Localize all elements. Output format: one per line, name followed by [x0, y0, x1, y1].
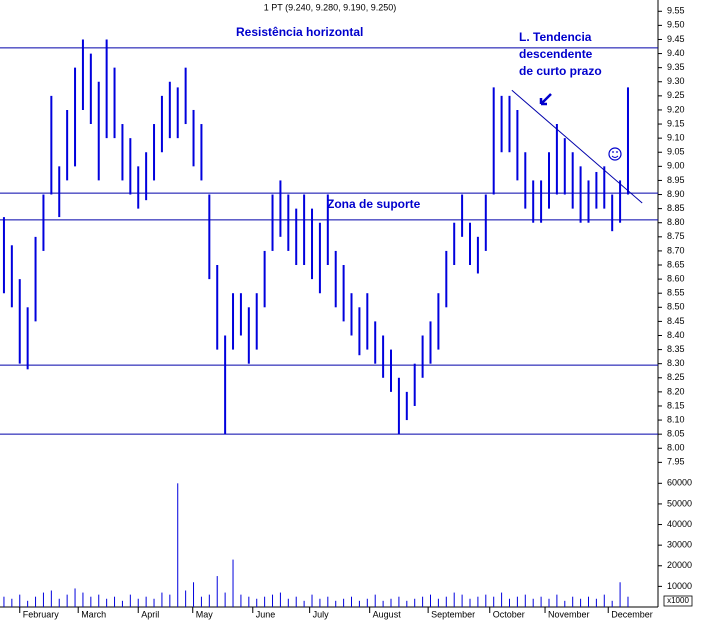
- volume-tick-label: 30000: [667, 540, 692, 550]
- y-tick-label: 8.50: [667, 302, 685, 312]
- smiley: [608, 147, 622, 161]
- y-tick-label: 8.10: [667, 414, 685, 424]
- y-tick-label: 9.35: [667, 62, 685, 72]
- x-tick-label: November: [548, 609, 590, 619]
- y-tick-label: 7.95: [667, 457, 685, 467]
- y-tick-label: 8.45: [667, 316, 685, 326]
- y-tick-label: 8.40: [667, 330, 685, 340]
- y-tick-label: 8.80: [667, 217, 685, 227]
- y-tick-label: 9.45: [667, 34, 685, 44]
- x-tick-label: December: [611, 609, 653, 619]
- x-tick-label: October: [493, 609, 525, 619]
- volume-tick-label: 50000: [667, 498, 692, 508]
- y-tick-label: 8.05: [667, 429, 685, 439]
- volume-unit: x1000: [667, 596, 689, 605]
- resistance-annotation: Resistência horizontal: [236, 25, 363, 39]
- y-tick-label: 8.55: [667, 288, 685, 298]
- y-tick-label: 8.95: [667, 175, 685, 185]
- y-tick-label: 8.65: [667, 259, 685, 269]
- trend-annotation: de curto prazo: [519, 64, 602, 78]
- y-tick-label: 9.50: [667, 20, 685, 30]
- volume-tick-label: 40000: [667, 519, 692, 529]
- trend-annotation: L. Tendencia: [519, 30, 592, 44]
- y-tick-label: 8.75: [667, 231, 685, 241]
- x-tick-label: February: [23, 609, 60, 619]
- x-tick-label: July: [313, 609, 330, 619]
- y-tick-label: 8.70: [667, 245, 685, 255]
- volume-tick-label: 10000: [667, 581, 692, 591]
- volume-tick-label: 20000: [667, 560, 692, 570]
- chart-title: 1 PT (9.240, 9.280, 9.190, 9.250): [264, 2, 396, 12]
- x-tick-label: August: [373, 609, 402, 619]
- volume-tick-label: 60000: [667, 478, 692, 488]
- y-tick-label: 8.15: [667, 400, 685, 410]
- y-tick-label: 9.55: [667, 6, 685, 16]
- y-tick-label: 9.15: [667, 118, 685, 128]
- y-tick-label: 8.85: [667, 203, 685, 213]
- y-tick-label: 8.60: [667, 273, 685, 283]
- y-tick-label: 9.10: [667, 133, 685, 143]
- y-tick-label: 8.00: [667, 443, 685, 453]
- y-tick-label: 8.35: [667, 344, 685, 354]
- y-tick-label: 9.05: [667, 147, 685, 157]
- x-tick-label: March: [81, 609, 106, 619]
- y-tick-label: 9.00: [667, 161, 685, 171]
- unit-box: [663, 595, 693, 607]
- x-tick-label: June: [256, 609, 276, 619]
- y-tick-label: 8.90: [667, 189, 685, 199]
- trend-annotation: descendente: [519, 47, 593, 61]
- y-tick-label: 9.40: [667, 48, 685, 58]
- y-tick-label: 9.25: [667, 90, 685, 100]
- support-annotation: Zona de suporte: [327, 197, 421, 211]
- x-tick-label: May: [196, 609, 214, 619]
- arrow: [539, 93, 552, 106]
- y-tick-label: 9.30: [667, 76, 685, 86]
- x-tick-label: September: [431, 609, 475, 619]
- y-tick-label: 8.25: [667, 372, 685, 382]
- y-tick-label: 9.20: [667, 104, 685, 114]
- x-tick-label: April: [141, 609, 159, 619]
- trend-line: [511, 89, 643, 204]
- y-tick-label: 8.30: [667, 358, 685, 368]
- y-tick-label: 8.20: [667, 386, 685, 396]
